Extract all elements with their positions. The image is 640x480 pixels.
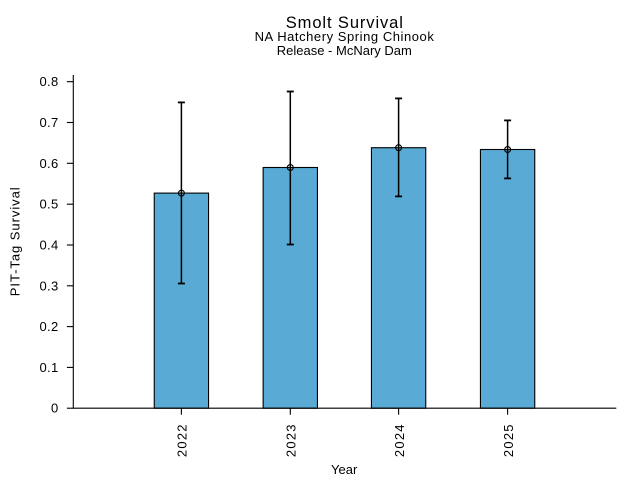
svg-text:Year: Year	[331, 462, 358, 477]
svg-text:0: 0	[51, 401, 59, 416]
svg-text:0.8: 0.8	[39, 74, 58, 89]
svg-text:2023: 2023	[284, 423, 299, 457]
svg-text:0.5: 0.5	[39, 197, 58, 212]
svg-text:0.1: 0.1	[39, 360, 58, 375]
svg-text:0.6: 0.6	[39, 156, 58, 171]
svg-text:Release - McNary Dam: Release - McNary Dam	[277, 43, 412, 58]
svg-text:0.7: 0.7	[39, 115, 58, 130]
svg-text:Smolt Survival: Smolt Survival	[286, 14, 404, 32]
svg-text:0.2: 0.2	[39, 319, 58, 334]
svg-text:NA Hatchery Spring Chinook: NA Hatchery Spring Chinook	[255, 29, 435, 44]
svg-text:2022: 2022	[175, 423, 190, 457]
svg-text:0.3: 0.3	[39, 278, 58, 293]
svg-text:PIT-Tag Survival: PIT-Tag Survival	[8, 186, 23, 296]
svg-text:2025: 2025	[501, 423, 516, 457]
svg-text:0.4: 0.4	[39, 238, 58, 253]
svg-text:2024: 2024	[392, 423, 407, 457]
